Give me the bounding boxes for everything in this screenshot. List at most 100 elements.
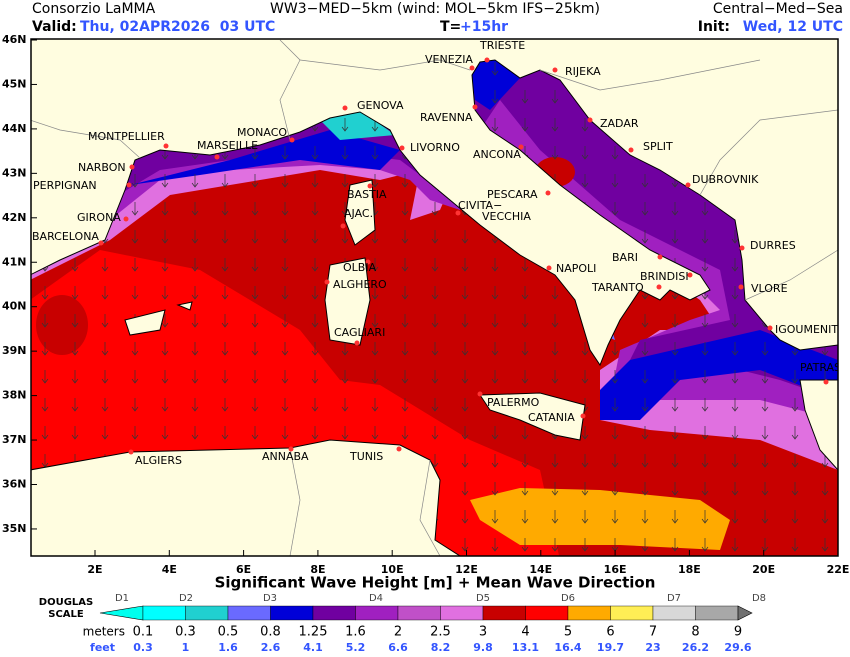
feet-value: 13.1 — [512, 641, 539, 654]
city-dot — [484, 57, 490, 63]
feet-value: 1 — [182, 641, 190, 654]
lat-label: 35N — [2, 522, 27, 535]
city-label: IGOUMENITSA — [775, 323, 850, 336]
city-dot — [739, 245, 745, 251]
city-label: OLBIA — [343, 261, 377, 274]
init-label: Init: — [698, 19, 730, 35]
meters-value: 5 — [564, 625, 572, 640]
feet-value: 19.7 — [597, 641, 624, 654]
lon-label: 22E — [827, 563, 850, 576]
step-label: T= — [440, 19, 461, 35]
city-label: BARCELONA — [32, 230, 99, 243]
feet-value: 29.6 — [724, 641, 751, 654]
valid-value: Thu, 02APR2026 03 UTC — [80, 19, 275, 35]
city-dot — [587, 117, 593, 123]
feet-value: 9.8 — [473, 641, 493, 654]
colorbar-segment — [440, 605, 484, 621]
city-label: LIVORNO — [410, 141, 460, 154]
valid-label: Valid: — [32, 19, 77, 35]
feet-value: 2.6 — [261, 641, 281, 654]
city-label: TUNIS — [349, 450, 383, 463]
city-dot — [823, 379, 829, 385]
city-dot — [687, 272, 693, 278]
city-label: CAGLIARI — [334, 326, 385, 339]
city-dot — [580, 413, 586, 419]
douglas-label: D5 — [476, 593, 490, 604]
meters-value: 1.25 — [299, 625, 328, 640]
douglas-label: D8 — [752, 593, 766, 604]
lat-label: 44N — [2, 122, 27, 135]
city-label: MONACO — [237, 126, 287, 139]
lon-label: 12E — [455, 563, 478, 576]
feet-value: 4.1 — [303, 641, 323, 654]
land — [31, 39, 838, 556]
city-dot — [354, 340, 360, 346]
lon-label: 2E — [87, 563, 102, 576]
region: Central−Med−Sea — [713, 1, 843, 17]
lon-label: 20E — [752, 563, 775, 576]
city-dot — [123, 216, 129, 222]
city-label: GENOVA — [357, 99, 404, 112]
city-label: ANCONA — [473, 148, 521, 161]
city-dot — [324, 279, 330, 285]
douglas-label: D6 — [561, 593, 575, 604]
lon-label: 14E — [529, 563, 552, 576]
city-dot — [365, 259, 371, 265]
city-label: TARANTO — [591, 281, 644, 294]
meters-value: 7 — [649, 625, 657, 640]
scale-label: DOUGLAS SCALE — [39, 597, 93, 620]
city-label: CATANIA — [528, 411, 575, 424]
city-dot — [98, 240, 104, 246]
city-label: VENEZIA — [425, 53, 473, 66]
city-dot — [399, 145, 405, 151]
meters-value: 0.3 — [175, 625, 196, 640]
colorbar-segment — [525, 605, 569, 621]
city-dot — [656, 284, 662, 290]
city-dot — [469, 65, 475, 71]
lon-label: 8E — [310, 563, 325, 576]
city-label: RAVENNA — [420, 111, 473, 124]
legend-title: Significant Wave Height [m] + Mean Wave … — [215, 574, 656, 592]
city-dot — [545, 190, 551, 196]
city-dot — [518, 144, 524, 150]
colorbar-segment — [355, 605, 399, 621]
colorbar-segment — [397, 605, 441, 621]
colorbar-segment — [695, 605, 739, 621]
feet-value: 23 — [645, 641, 660, 654]
feet-value: 1.6 — [218, 641, 238, 654]
city-label: DURRES — [750, 239, 796, 252]
city-dot — [472, 104, 478, 110]
lat-label: 43N — [2, 166, 27, 179]
city-label: RIJEKA — [565, 65, 601, 78]
meters-value: 9 — [734, 625, 742, 640]
lon-label: 4E — [162, 563, 177, 576]
meters-value: 2.5 — [430, 625, 451, 640]
city-label: ALGIERS — [135, 454, 182, 467]
colorbar-segment — [270, 605, 314, 621]
city-dot — [288, 446, 294, 452]
city-label: BRINDISI — [640, 270, 689, 283]
douglas-label: D3 — [263, 593, 277, 604]
city-label: BASTIA — [347, 188, 387, 201]
city-label: AJAC. — [344, 207, 373, 220]
init-value: Wed, 12 UTC — [743, 19, 843, 35]
borders — [31, 39, 838, 556]
feet-label: feet — [90, 641, 115, 654]
city-label: CIVITA− — [458, 199, 502, 212]
city-label: PERPIGNAN — [33, 179, 97, 192]
city-label: VLORE — [751, 282, 788, 295]
city-label: VECCHIA — [482, 210, 531, 223]
city-dot — [396, 446, 402, 452]
city-label: GIRONA — [77, 211, 121, 224]
city-label: NARBON — [78, 161, 126, 174]
feet-value: 6.6 — [388, 641, 408, 654]
meters-value: 0.5 — [218, 625, 239, 640]
lat-label: 38N — [2, 389, 27, 402]
feet-value: 8.2 — [431, 641, 451, 654]
meters-value: 2 — [394, 625, 402, 640]
meters-value: 4 — [521, 625, 529, 640]
douglas-label: D7 — [667, 593, 681, 604]
meters-value: 0.1 — [133, 625, 154, 640]
lat-label: 39N — [2, 344, 27, 357]
